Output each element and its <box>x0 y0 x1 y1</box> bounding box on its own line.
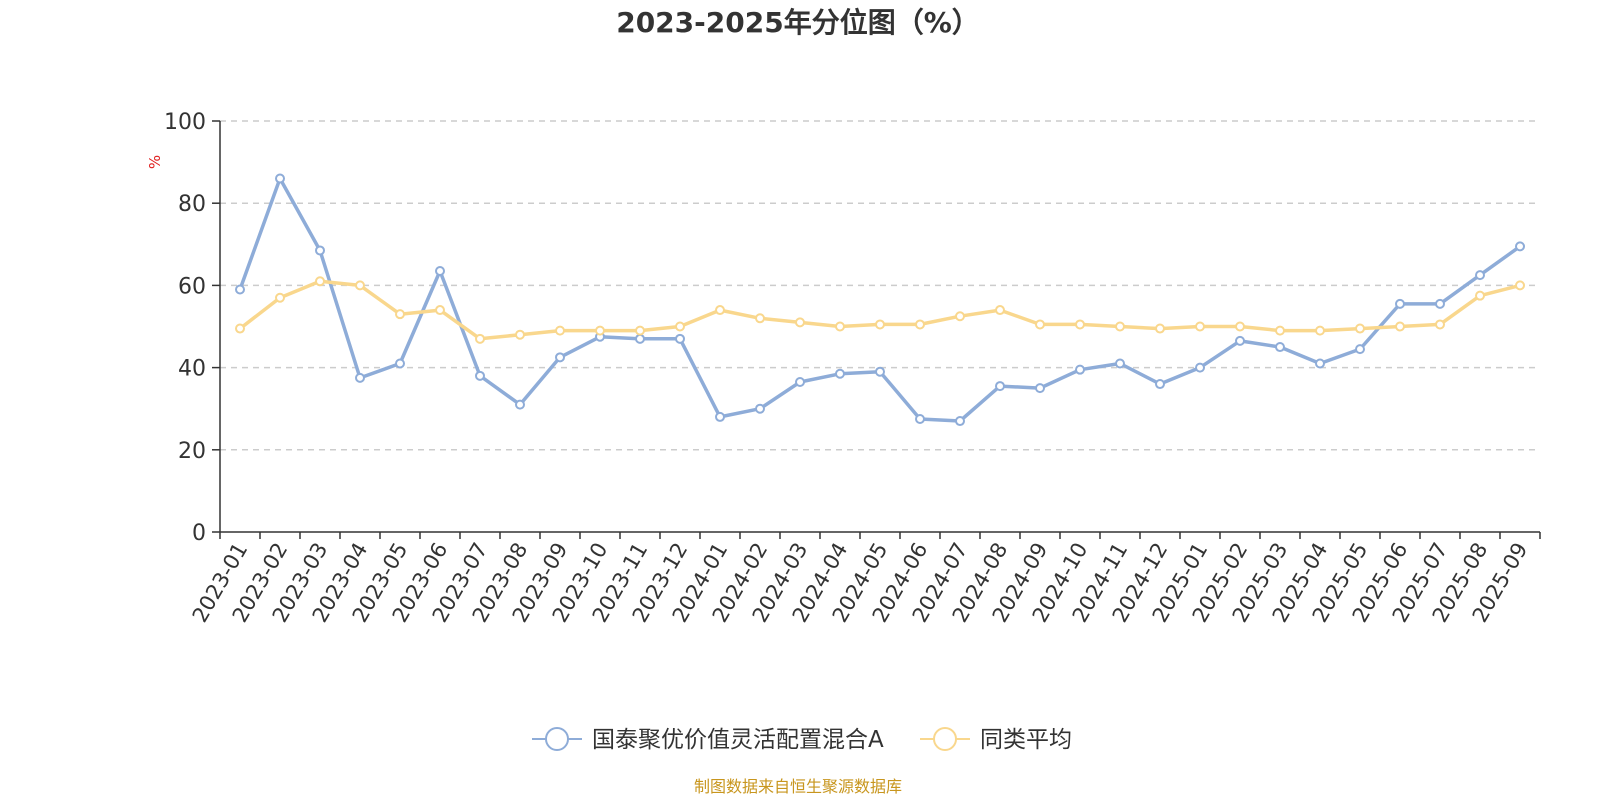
y-tick-label: 80 <box>178 192 206 217</box>
data-point[interactable] <box>515 329 525 340</box>
legend-label: 同类平均 <box>980 727 1072 753</box>
data-point[interactable] <box>435 305 445 316</box>
data-point[interactable] <box>315 276 325 287</box>
data-point[interactable] <box>795 376 805 387</box>
data-point[interactable] <box>675 333 685 344</box>
series-line-0 <box>238 176 1522 423</box>
y-tick-label: 40 <box>178 357 206 382</box>
data-point[interactable] <box>435 266 445 277</box>
data-point[interactable] <box>835 368 845 379</box>
data-point[interactable] <box>1435 319 1445 330</box>
legend[interactable]: 国泰聚优价值灵活配置混合A 同类平均 <box>532 727 1072 753</box>
data-point[interactable] <box>1035 319 1045 330</box>
data-point[interactable] <box>995 305 1005 316</box>
chart-title: 2023-2025年分位图（%） <box>616 6 980 39</box>
data-point[interactable] <box>875 319 885 330</box>
data-point[interactable] <box>1195 362 1205 373</box>
data-point[interactable] <box>475 333 485 344</box>
data-point[interactable] <box>235 323 245 334</box>
legend-label: 国泰聚优价值灵活配置混合A <box>592 727 884 753</box>
data-point[interactable] <box>755 313 765 324</box>
data-point[interactable] <box>1355 344 1365 355</box>
series-group <box>235 173 1525 427</box>
data-point[interactable] <box>1115 358 1125 369</box>
legend-item-1[interactable]: 同类平均 <box>920 727 1072 753</box>
x-ticks: 2023-012023-022023-032023-042023-052023-… <box>188 532 1541 626</box>
data-point[interactable] <box>315 245 325 256</box>
data-point[interactable] <box>955 416 965 427</box>
data-point[interactable] <box>1395 321 1405 332</box>
data-point[interactable] <box>1275 342 1285 353</box>
data-point[interactable] <box>1515 241 1525 252</box>
data-point[interactable] <box>755 403 765 414</box>
data-point[interactable] <box>555 325 565 336</box>
data-point[interactable] <box>275 292 285 303</box>
y-ticks: 0 20 40 60 80 100 <box>164 110 220 546</box>
data-point[interactable] <box>1435 298 1445 309</box>
data-point[interactable] <box>715 411 725 422</box>
data-point[interactable] <box>715 305 725 316</box>
legend-swatch-marker <box>933 727 957 751</box>
data-point[interactable] <box>835 321 845 332</box>
source-note: 制图数据来自恒生聚源数据库 <box>694 777 902 796</box>
data-point[interactable] <box>915 413 925 424</box>
data-point[interactable] <box>955 311 965 322</box>
data-point[interactable] <box>1275 325 1285 336</box>
data-point[interactable] <box>1195 321 1205 332</box>
data-point[interactable] <box>1235 321 1245 332</box>
data-point[interactable] <box>1315 325 1325 336</box>
data-point[interactable] <box>395 358 405 369</box>
data-point[interactable] <box>995 381 1005 392</box>
data-point[interactable] <box>1075 364 1085 375</box>
data-point[interactable] <box>275 173 285 184</box>
data-point[interactable] <box>555 352 565 363</box>
y-tick-label: 100 <box>164 110 206 135</box>
legend-item-0[interactable]: 国泰聚优价值灵活配置混合A <box>532 727 884 753</box>
data-point[interactable] <box>1315 358 1325 369</box>
y-tick-label: 20 <box>178 439 206 464</box>
data-point[interactable] <box>875 366 885 377</box>
data-point[interactable] <box>1395 298 1405 309</box>
data-point[interactable] <box>1075 319 1085 330</box>
data-point[interactable] <box>1155 379 1165 390</box>
grid <box>220 120 1540 451</box>
data-point[interactable] <box>395 309 405 320</box>
y-axis-label: % <box>146 155 164 169</box>
data-point[interactable] <box>915 319 925 330</box>
data-point[interactable] <box>235 284 245 295</box>
data-point[interactable] <box>635 325 645 336</box>
data-point[interactable] <box>1035 383 1045 394</box>
data-point[interactable] <box>355 280 365 291</box>
data-point[interactable] <box>475 370 485 381</box>
data-point[interactable] <box>515 399 525 410</box>
data-point[interactable] <box>1475 290 1485 301</box>
data-point[interactable] <box>1355 323 1365 334</box>
data-point[interactable] <box>1115 321 1125 332</box>
axes <box>219 121 1540 533</box>
data-point[interactable] <box>355 372 365 383</box>
y-tick-label: 60 <box>178 274 206 299</box>
data-point[interactable] <box>1515 280 1525 291</box>
data-point[interactable] <box>1155 323 1165 334</box>
data-point[interactable] <box>1475 270 1485 281</box>
data-point[interactable] <box>1235 335 1245 346</box>
y-tick-label: 0 <box>192 521 206 546</box>
data-point[interactable] <box>675 321 685 332</box>
legend-swatch-marker <box>545 727 569 751</box>
data-point[interactable] <box>635 333 645 344</box>
data-point[interactable] <box>595 325 605 336</box>
data-point[interactable] <box>795 317 805 328</box>
